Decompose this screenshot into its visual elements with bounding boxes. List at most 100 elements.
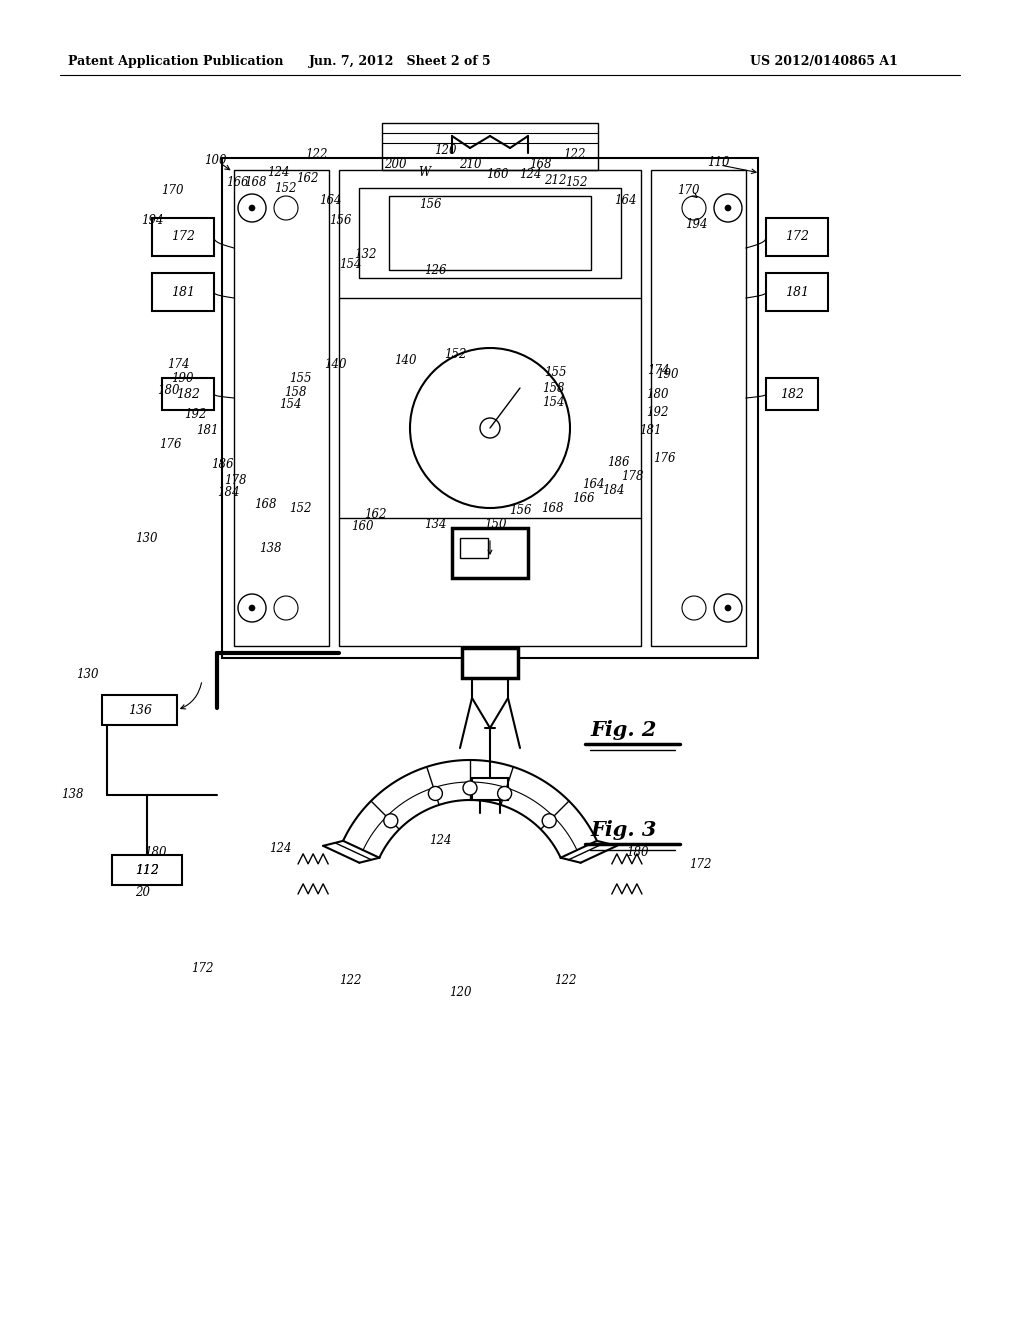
Text: 190: 190	[655, 368, 678, 381]
Bar	[152, 218, 214, 256]
Text: 154: 154	[542, 396, 564, 408]
Bar	[766, 218, 828, 256]
Bar	[452, 528, 528, 578]
Circle shape	[498, 787, 512, 800]
Text: 154: 154	[279, 399, 301, 412]
Text: 124: 124	[519, 169, 542, 181]
Text: 168: 168	[528, 158, 551, 172]
Text: 168: 168	[541, 502, 563, 515]
Bar	[339, 170, 641, 645]
Text: 130: 130	[135, 532, 158, 544]
Bar	[222, 158, 758, 657]
Text: 182: 182	[176, 388, 200, 400]
Bar	[766, 378, 818, 411]
Text: 170: 170	[161, 183, 183, 197]
Text: Patent Application Publication: Patent Application Publication	[68, 55, 284, 69]
Text: W: W	[418, 166, 430, 180]
Text: 155: 155	[289, 371, 311, 384]
Text: Jun. 7, 2012   Sheet 2 of 5: Jun. 7, 2012 Sheet 2 of 5	[308, 55, 492, 69]
Circle shape	[725, 205, 731, 211]
Text: 138: 138	[60, 788, 83, 801]
Text: 156: 156	[419, 198, 441, 211]
Bar	[234, 170, 329, 645]
Text: 166: 166	[225, 177, 248, 190]
Circle shape	[249, 205, 255, 211]
Text: 20: 20	[135, 887, 151, 899]
Text: 212: 212	[544, 173, 566, 186]
Text: 162: 162	[364, 508, 386, 521]
Bar	[102, 696, 177, 725]
Text: 160: 160	[485, 168, 508, 181]
Text: 126: 126	[424, 264, 446, 276]
Text: 152: 152	[565, 177, 587, 190]
Text: 194: 194	[140, 214, 163, 227]
Circle shape	[542, 814, 556, 828]
Text: 134: 134	[424, 519, 446, 532]
Text: 194: 194	[685, 219, 708, 231]
Text: 122: 122	[305, 149, 328, 161]
Text: 181: 181	[639, 424, 662, 437]
Text: 180: 180	[143, 846, 166, 859]
Text: 192: 192	[183, 408, 206, 421]
Text: 130: 130	[76, 668, 98, 681]
Text: 136: 136	[128, 704, 152, 717]
Text: US 2012/0140865 A1: US 2012/0140865 A1	[750, 55, 898, 69]
Text: 164: 164	[613, 194, 636, 206]
Text: 186: 186	[607, 455, 630, 469]
Text: 176: 176	[159, 438, 181, 451]
Text: 120: 120	[449, 986, 471, 999]
Bar	[460, 539, 488, 558]
Text: 184: 184	[602, 483, 625, 496]
Text: 172: 172	[689, 858, 712, 871]
Text: 155: 155	[544, 367, 566, 380]
Text: 181: 181	[196, 424, 218, 437]
Text: 152: 152	[289, 502, 311, 515]
Bar	[389, 195, 591, 271]
Circle shape	[384, 814, 397, 828]
Text: 154: 154	[339, 259, 361, 272]
Text: 120: 120	[434, 144, 457, 157]
Bar	[766, 273, 828, 312]
Text: 174: 174	[167, 359, 189, 371]
Text: Fig. 3: Fig. 3	[590, 820, 656, 840]
Text: 180: 180	[626, 846, 648, 858]
Circle shape	[725, 605, 731, 611]
Text: 184: 184	[217, 487, 240, 499]
Bar	[462, 648, 518, 678]
Text: 200: 200	[384, 158, 407, 172]
Bar	[152, 273, 214, 312]
Text: 122: 122	[563, 149, 586, 161]
Text: 210: 210	[459, 158, 481, 172]
Text: 124: 124	[268, 842, 291, 854]
Bar	[472, 777, 508, 800]
Text: 170: 170	[677, 183, 699, 197]
Text: 150: 150	[483, 519, 506, 532]
Text: 124: 124	[266, 166, 289, 180]
Text: 164: 164	[582, 479, 604, 491]
Bar	[651, 170, 746, 645]
Text: 164: 164	[318, 194, 341, 206]
Bar	[382, 123, 598, 170]
Text: 124: 124	[429, 833, 452, 846]
Text: 132: 132	[353, 248, 376, 261]
Text: 180: 180	[157, 384, 179, 396]
Text: 168: 168	[254, 499, 276, 511]
Text: 156: 156	[329, 214, 351, 227]
Text: 168: 168	[244, 177, 266, 190]
Text: 158: 158	[542, 381, 564, 395]
Text: 160: 160	[351, 520, 374, 533]
Text: 162: 162	[296, 172, 318, 185]
Text: 186: 186	[211, 458, 233, 471]
Text: 156: 156	[509, 503, 531, 516]
Text: 181: 181	[785, 285, 809, 298]
Text: 172: 172	[171, 231, 195, 243]
Text: 100: 100	[204, 153, 226, 166]
Text: 192: 192	[646, 407, 669, 420]
Text: 112: 112	[135, 863, 159, 876]
Text: 172: 172	[785, 231, 809, 243]
Text: Fig. 2: Fig. 2	[590, 719, 656, 741]
Text: 152: 152	[443, 348, 466, 362]
Text: 138: 138	[259, 541, 282, 554]
Text: 176: 176	[652, 451, 675, 465]
Bar	[162, 378, 214, 411]
